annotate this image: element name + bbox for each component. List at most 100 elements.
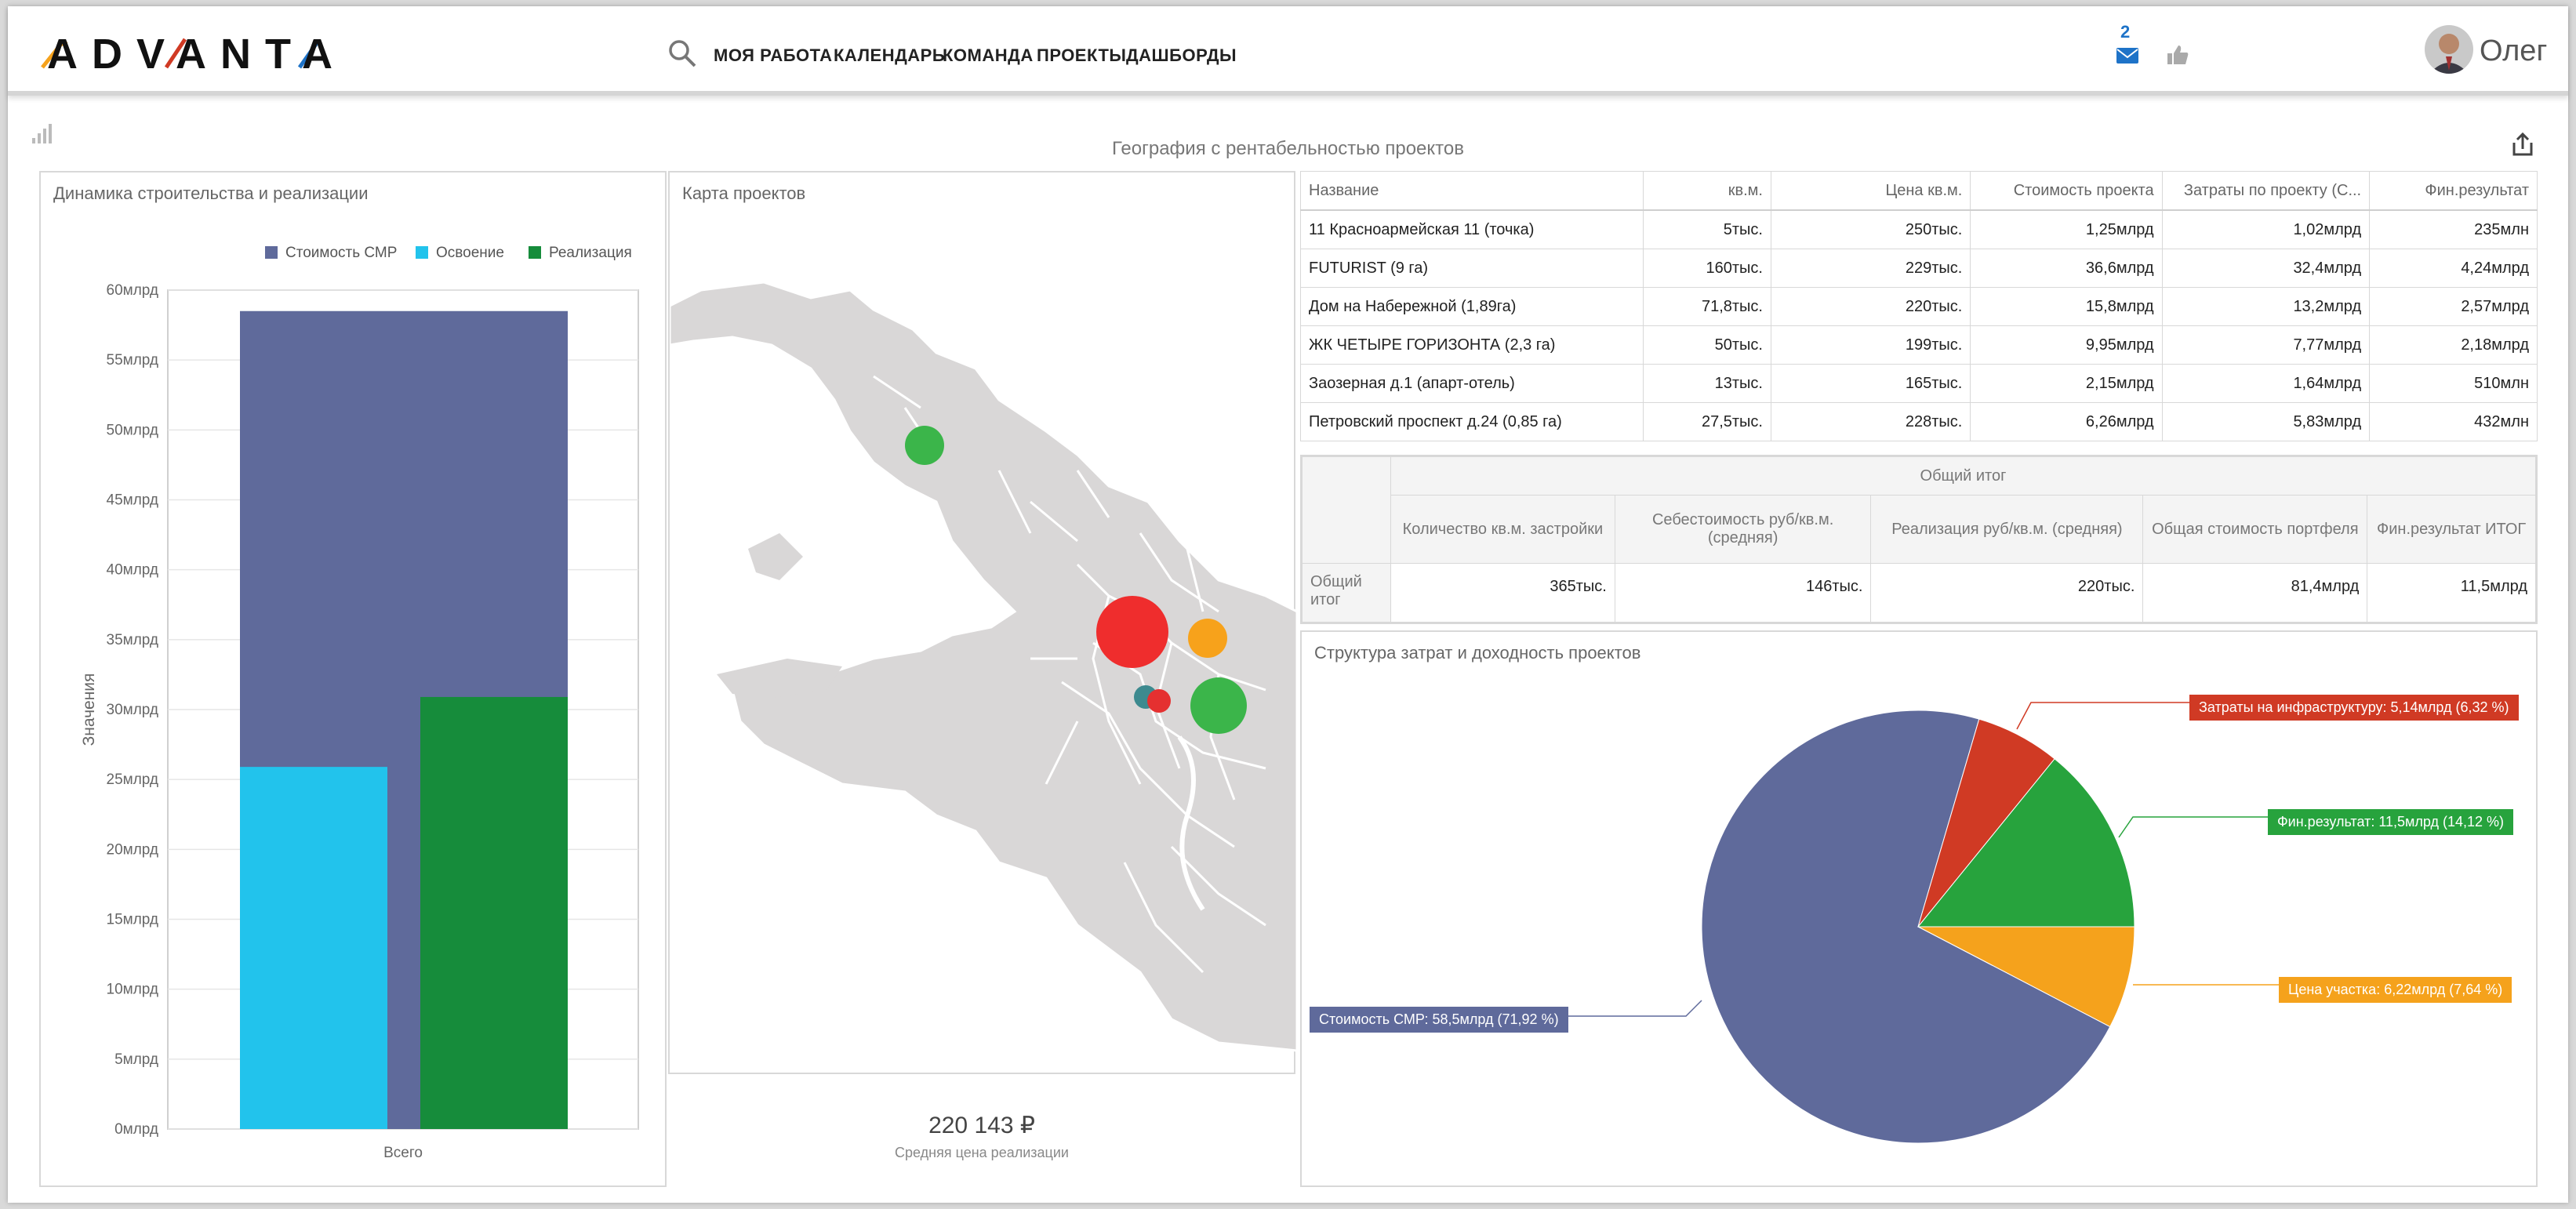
cell-result: 2,57млрд [2369, 287, 2538, 326]
nav-my-work[interactable]: МОЯ РАБОТА [714, 45, 833, 65]
app-window: ADVANTA МОЯ РАБОТА КАЛЕНДАРЬ КОМАНДА ПРО… [8, 6, 2568, 1203]
pie-slice [1701, 710, 2111, 1144]
project-name: 11 Красноармейская 11 (точка) [1300, 209, 1644, 249]
panel-title: Карта проектов [682, 183, 806, 203]
column-header[interactable]: кв.м. [1642, 171, 1771, 211]
cell-area: 160тыс. [1642, 249, 1771, 288]
leader-line [1551, 1000, 1702, 1017]
pie-label-smr: Стоимость СМР: 58,5млрд (71,92 %) [1310, 1007, 1568, 1033]
cell-result: 235млн [2369, 209, 2538, 249]
cell-price: 220тыс. [1770, 287, 1971, 326]
cell-area: 13тыс. [1642, 364, 1771, 403]
totals-header: Фин.результат ИТОГ [2367, 495, 2536, 564]
legend-realization[interactable]: Реализация [529, 245, 632, 262]
cell-price: 165тыс. [1770, 364, 1971, 403]
map-marker [905, 426, 944, 465]
y-tick-label: 15млрд [107, 912, 159, 928]
nav-dashboards[interactable]: ДАШБОРДЫ [1126, 45, 1237, 65]
map-marker [1147, 689, 1171, 713]
cell-area: 50тыс. [1642, 325, 1771, 365]
y-axis-label: Значения [80, 673, 98, 746]
y-tick-label: 40млрд [107, 562, 159, 579]
y-tick-label: 60млрд [107, 282, 159, 299]
totals-row-label: Общий итог [1302, 563, 1391, 623]
totals-value: 220тыс. [1870, 563, 2144, 623]
export-icon[interactable] [2511, 132, 2534, 157]
totals-value: 365тыс. [1390, 563, 1615, 623]
bar-chart-icon[interactable] [31, 122, 55, 144]
cost-structure-panel: Структура затрат и доходность проектов С… [1300, 630, 2538, 1187]
totals-header: Общая стоимость портфеля [2142, 495, 2368, 564]
thumbs-up-icon[interactable] [2166, 44, 2189, 67]
cell-expenses: 1,64млрд [2161, 364, 2371, 403]
cell-area: 27,5тыс. [1642, 402, 1771, 441]
cell-cost: 15,8млрд [1970, 287, 2163, 326]
user-name[interactable]: Олег [2480, 34, 2548, 67]
legend-osvoenie[interactable]: Освоение [416, 245, 504, 262]
project-name: FUTURIST (9 га) [1300, 249, 1644, 288]
column-header[interactable]: Фин.результат [2369, 171, 2538, 211]
cell-result: 432млн [2369, 402, 2538, 441]
pie-chart [1551, 702, 2285, 1144]
totals-corner [1302, 456, 1391, 564]
table-row[interactable]: 11 Красноармейская 11 (точка) 5тыс. 250т… [1300, 209, 2538, 249]
y-tick-label: 10млрд [107, 982, 159, 998]
mail-icon[interactable] [2116, 47, 2139, 64]
cell-expenses: 5,83млрд [2161, 402, 2371, 441]
nav-projects[interactable]: ПРОЕКТЫ [1037, 45, 1127, 65]
cell-price: 199тыс. [1770, 325, 1971, 365]
table-row[interactable]: Заозерная д.1 (апарт-отель) 13тыс. 165ты… [1300, 364, 2538, 403]
leader-line [2016, 702, 2196, 730]
totals-value: 146тыс. [1614, 563, 1872, 623]
y-tick-label: 25млрд [107, 772, 159, 788]
panel-title: Динамика строительства и реализации [53, 183, 369, 203]
table-row[interactable]: Петровский проспект д.24 (0,85 га) 27,5т… [1300, 402, 2538, 441]
pie-label-land: Цена участка: 6,22млрд (7,64 %) [2279, 977, 2512, 1003]
cell-expenses: 7,77млрд [2161, 325, 2371, 365]
column-header[interactable]: Стоимость проекта [1970, 171, 2163, 211]
column-header[interactable]: Затраты по проекту (С... [2161, 171, 2371, 211]
project-name: Дом на Набережной (1,89га) [1300, 287, 1644, 326]
totals-pivot: Общий итог Количество кв.м. застройки Се… [1300, 455, 2538, 624]
nav-team[interactable]: КОМАНДА [943, 45, 1034, 65]
pie-label-fin: Фин.результат: 11,5млрд (14,12 %) [2268, 809, 2514, 835]
cell-area: 5тыс. [1642, 209, 1771, 249]
cell-cost: 1,25млрд [1970, 209, 2163, 249]
construction-chart-panel: Динамика строительства и реализации Стои… [39, 171, 667, 1187]
bar [420, 696, 568, 1129]
map-water [1177, 735, 1205, 911]
kpi-value: 220 143 ₽ [928, 1113, 1035, 1138]
map-marker [1190, 677, 1247, 734]
kpi-label: Средняя цена реализации [895, 1145, 1069, 1160]
map-peninsula [748, 533, 803, 580]
project-map[interactable] [670, 172, 1297, 1076]
column-header[interactable]: Цена кв.м. [1770, 171, 1971, 211]
avatar[interactable] [2425, 25, 2473, 74]
cell-price: 229тыс. [1770, 249, 1971, 288]
table-row[interactable]: FUTURIST (9 га) 160тыс. 229тыс. 36,6млрд… [1300, 249, 2538, 288]
column-header[interactable]: Название [1300, 171, 1644, 211]
logo-icon [41, 38, 321, 69]
legend-smr[interactable]: Стоимость СМР [265, 245, 397, 262]
pie-label-infra: Затраты на инфраструктуру: 5,14млрд (6,3… [2189, 695, 2519, 721]
cell-cost: 6,26млрд [1970, 402, 2163, 441]
project-map-panel: Карта проектов [668, 171, 1297, 1076]
y-tick-label: 0млрд [114, 1121, 158, 1138]
cell-cost: 36,6млрд [1970, 249, 2163, 288]
cell-expenses: 32,4млрд [2161, 249, 2371, 288]
logo[interactable]: ADVANTA [47, 31, 347, 78]
y-tick-label: 5млрд [114, 1051, 158, 1068]
cell-expenses: 13,2млрд [2161, 287, 2371, 326]
y-tick-label: 45млрд [107, 492, 159, 509]
cell-area: 71,8тыс. [1642, 287, 1771, 326]
map-landmass [670, 281, 1297, 1052]
projects-table: Название кв.м. Цена кв.м. Стоимость прое… [1300, 171, 2538, 441]
search-icon[interactable] [667, 38, 698, 69]
panel-title: Структура затрат и доходность проектов [1314, 643, 1641, 663]
x-tick-label: Всего [383, 1145, 423, 1161]
nav-calendar[interactable]: КАЛЕНДАРЬ [834, 45, 946, 65]
bar-chart: 0млрд 5млрд 10млрд 15млрд 20млрд 25млрд 30млрд… [80, 282, 639, 1161]
table-row[interactable]: ЖК ЧЕТЫРЕ ГОРИЗОНТА (2,3 га) 50тыс. 199т… [1300, 325, 2538, 365]
totals-group-header: Общий итог [1390, 456, 2537, 496]
table-row[interactable]: Дом на Набережной (1,89га) 71,8тыс. 220т… [1300, 287, 2538, 326]
